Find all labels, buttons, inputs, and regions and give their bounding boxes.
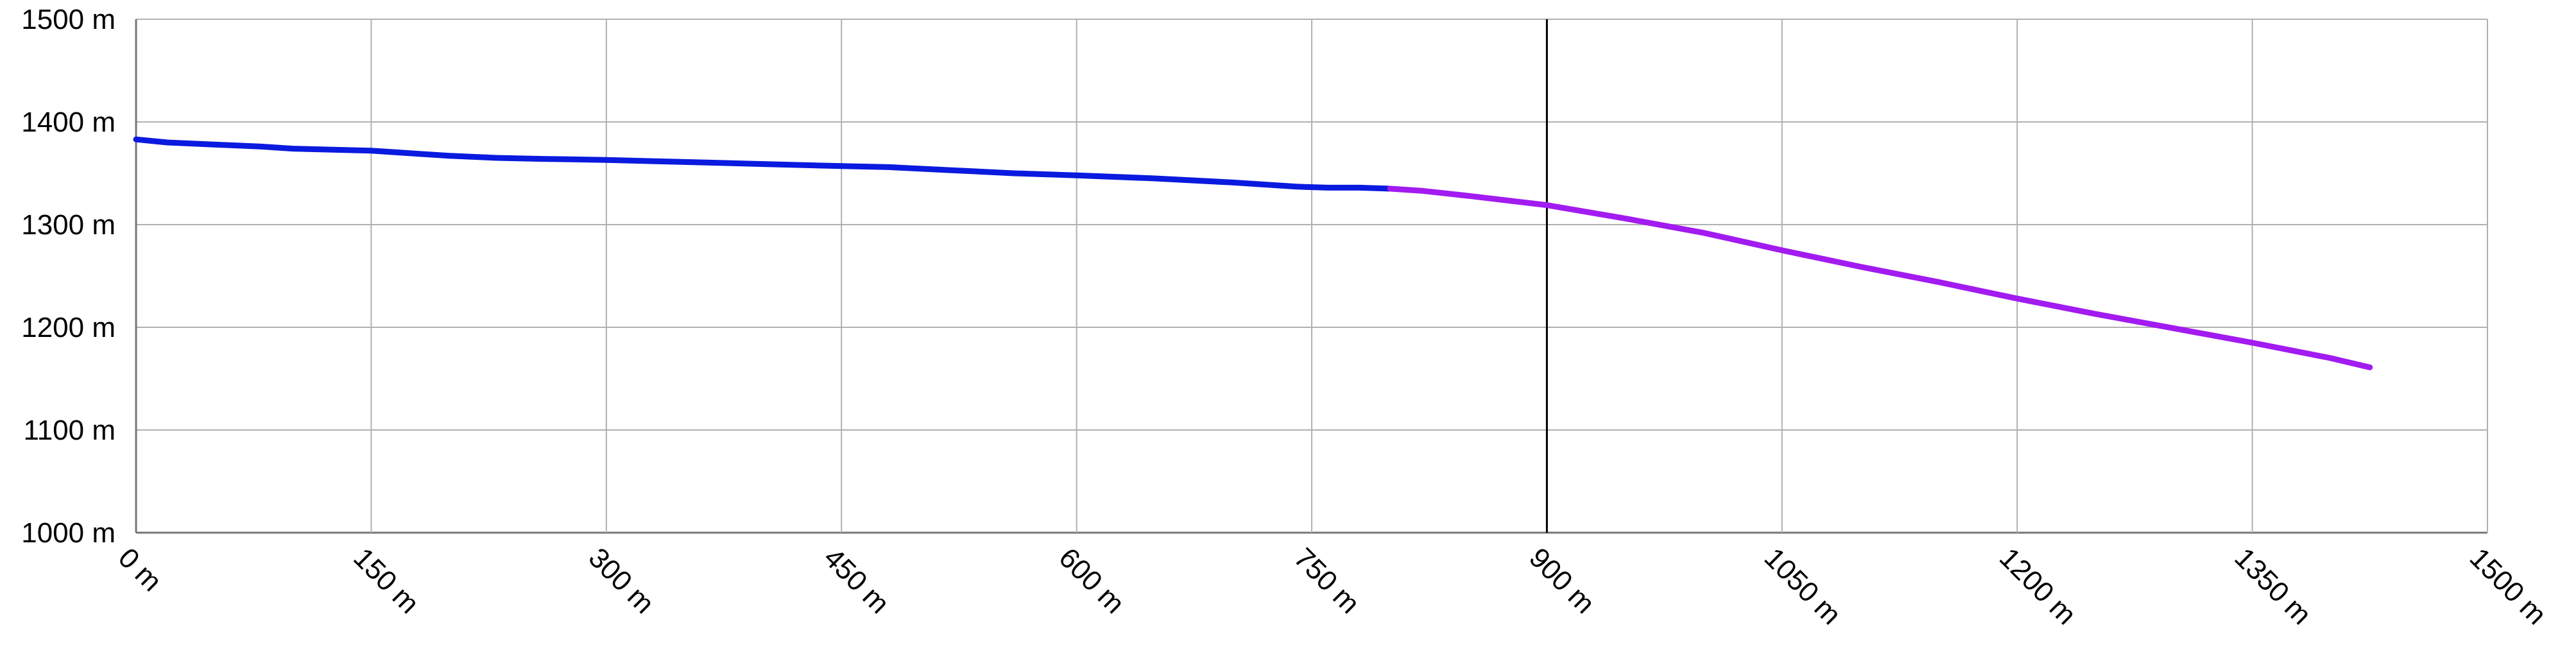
x-tick-label: 1050 m [1758,542,1847,630]
series-line-1 [133,136,1393,192]
series-layer [133,136,2373,370]
y-tick-label: 1500 m [21,4,116,35]
grid-layer [135,19,2488,534]
x-tick-label: 750 m [1288,542,1366,619]
y-tick-label: 1100 m [24,415,116,446]
x-tick-label: 0 m [112,542,168,598]
x-tick-label: 600 m [1052,542,1130,619]
y-axis-tick-labels: 1000 m 1100 m 1200 m 1300 m 1400 m 1500 m [21,4,116,549]
x-tick-label: 300 m [583,542,660,619]
x-tick-label: 450 m [818,542,895,619]
x-tick-label: 900 m [1523,542,1601,619]
y-tick-label: 1300 m [21,209,116,241]
series-line-2 [1387,185,2373,370]
x-tick-label: 1350 m [2228,542,2317,630]
x-tick-label: 1200 m [1993,542,2082,630]
y-tick-label: 1000 m [21,517,116,549]
y-tick-label: 1200 m [21,312,116,343]
x-tick-label: 1500 m [2464,542,2552,630]
x-tick-label: 150 m [347,542,425,619]
x-axis-tick-labels: 0 m 150 m 300 m 450 m 600 m 750 m 900 m 1050 m 1… [112,542,2552,630]
y-tick-label: 1400 m [21,107,116,138]
